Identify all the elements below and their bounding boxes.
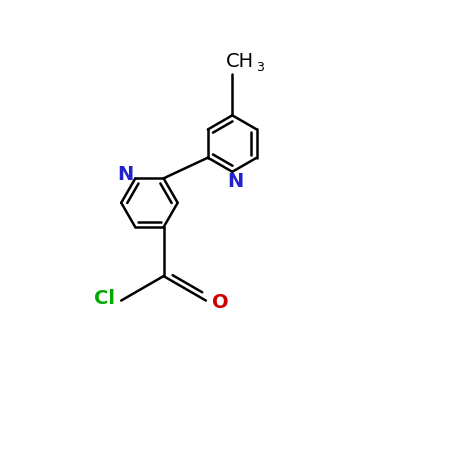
- Text: 3: 3: [256, 61, 264, 74]
- Text: O: O: [212, 293, 229, 312]
- Text: N: N: [117, 165, 134, 184]
- Text: N: N: [228, 172, 244, 191]
- Text: CH: CH: [226, 52, 254, 71]
- Text: Cl: Cl: [94, 289, 115, 308]
